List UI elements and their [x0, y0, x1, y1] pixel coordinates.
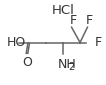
Text: F: F [86, 14, 93, 27]
Text: F: F [70, 14, 77, 27]
Text: NH: NH [58, 58, 77, 71]
Text: O: O [22, 56, 32, 69]
Text: HCl: HCl [52, 4, 75, 17]
Text: 2: 2 [68, 62, 74, 72]
Text: HO: HO [6, 36, 26, 49]
Text: F: F [95, 36, 102, 49]
